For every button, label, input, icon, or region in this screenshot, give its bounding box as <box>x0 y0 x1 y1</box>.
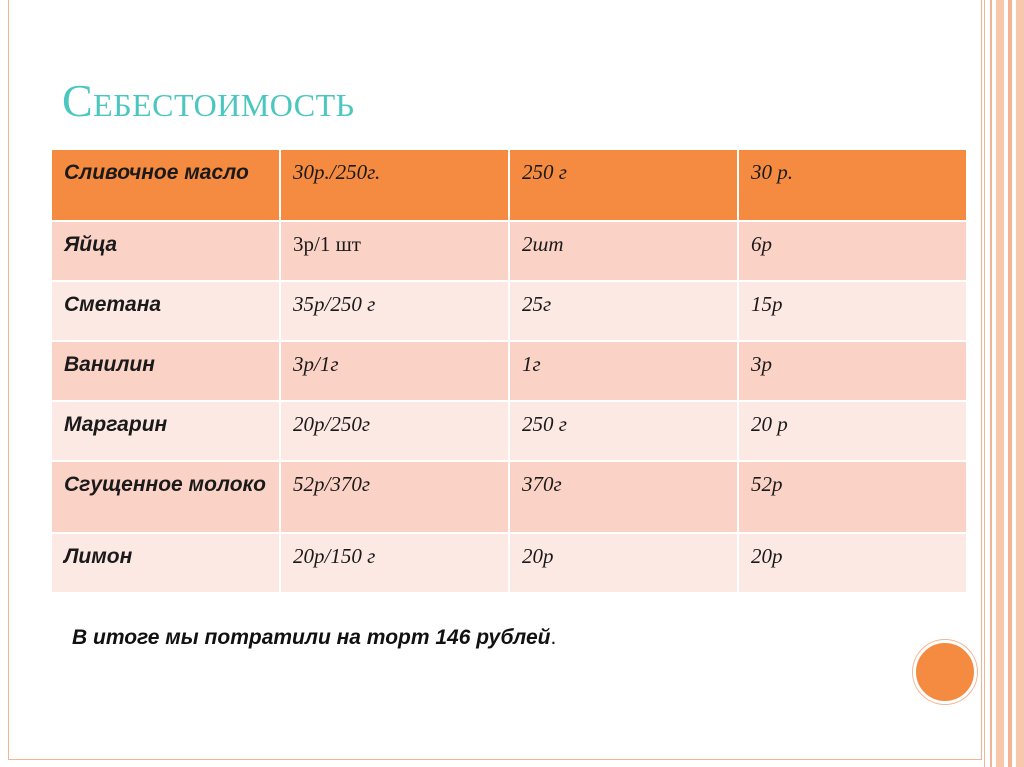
table-row: Маргарин 20р/250г 250 г 20 р <box>50 400 968 462</box>
unit-price: 35р/250 г <box>279 280 510 342</box>
cost: 6р <box>737 220 968 282</box>
decorative-circle <box>913 640 977 704</box>
amount: 25г <box>508 280 739 342</box>
cost: 20 р <box>737 400 968 462</box>
unit-price: 52р/370г <box>279 460 510 534</box>
amount: 250 г <box>508 148 739 222</box>
ingredient-name: Маргарин <box>50 400 281 462</box>
ingredient-name: Ванилин <box>50 340 281 402</box>
slide-frame <box>8 0 982 760</box>
stripe <box>996 0 1004 767</box>
ingredient-name: Сливочное масло <box>50 148 281 222</box>
ingredient-name: Сметана <box>50 280 281 342</box>
amount: 2шт <box>508 220 739 282</box>
unit-price: 20р/250г <box>279 400 510 462</box>
amount: 250 г <box>508 400 739 462</box>
slide-title: Себестоимость <box>62 75 355 126</box>
decorative-stripes <box>982 0 1024 767</box>
unit-price: 3р/1г <box>279 340 510 402</box>
stripe <box>1008 0 1012 767</box>
ingredient-name: Яйца <box>50 220 281 282</box>
table-row: Сметана 35р/250 г 25г 15р <box>50 280 968 342</box>
summary-text: В итоге мы потратили на торт 146 рублей. <box>72 626 556 650</box>
cost: 52р <box>737 460 968 534</box>
cost: 15р <box>737 280 968 342</box>
amount: 370г <box>508 460 739 534</box>
table-row: Ванилин 3р/1г 1г 3р <box>50 340 968 402</box>
stripe <box>1016 0 1024 767</box>
stripe <box>990 0 992 767</box>
ingredient-name: Лимон <box>50 532 281 594</box>
table-row: Яйца 3р/1 шт 2шт 6р <box>50 220 968 282</box>
unit-price: 3р/1 шт <box>279 220 510 282</box>
ingredient-name: Сгущенное молоко <box>50 460 281 534</box>
summary-sentence: В итоге мы потратили на торт 146 рублей <box>72 626 551 649</box>
cost: 20р <box>737 532 968 594</box>
unit-price: 20р/150 г <box>279 532 510 594</box>
summary-period: . <box>550 626 557 649</box>
unit-price: 30р./250г. <box>279 148 510 222</box>
cost: 30 р. <box>737 148 968 222</box>
table-row: Сгущенное молоко 52р/370г 370г 52р <box>50 460 968 534</box>
amount: 20р <box>508 532 739 594</box>
cost: 3р <box>737 340 968 402</box>
stripe <box>984 0 985 767</box>
cost-table: Сливочное масло 30р./250г. 250 г 30 р. Я… <box>50 148 968 594</box>
table-row: Сливочное масло 30р./250г. 250 г 30 р. <box>50 148 968 222</box>
table-row: Лимон 20р/150 г 20р 20р <box>50 532 968 594</box>
amount: 1г <box>508 340 739 402</box>
